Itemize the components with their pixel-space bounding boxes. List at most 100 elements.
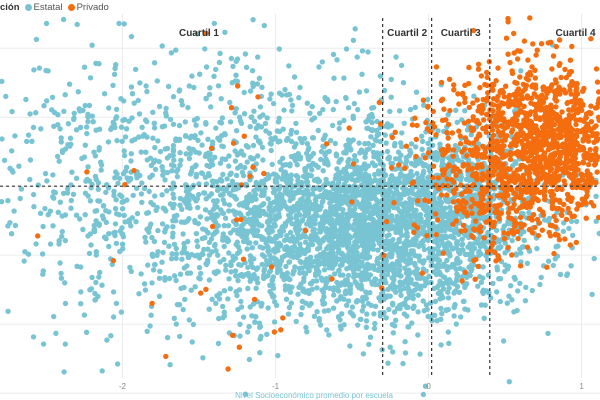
point-estatal bbox=[58, 135, 64, 141]
point-estatal bbox=[250, 142, 257, 149]
point-estatal bbox=[226, 208, 232, 214]
point-estatal bbox=[373, 203, 380, 210]
point-estatal bbox=[352, 279, 358, 285]
point-estatal bbox=[136, 291, 142, 297]
point-estatal bbox=[360, 351, 367, 357]
point-estatal bbox=[27, 111, 33, 117]
point-estatal bbox=[146, 225, 153, 231]
point-estatal bbox=[80, 226, 86, 233]
point-privado bbox=[521, 38, 528, 44]
point-estatal bbox=[161, 239, 168, 246]
point-estatal bbox=[139, 180, 145, 186]
point-estatal bbox=[419, 179, 426, 185]
point-estatal bbox=[334, 166, 340, 172]
point-estatal bbox=[407, 251, 413, 257]
point-estatal bbox=[271, 319, 278, 325]
point-estatal bbox=[118, 309, 125, 315]
point-estatal bbox=[232, 148, 238, 154]
point-estatal bbox=[148, 312, 154, 318]
point-estatal bbox=[39, 251, 46, 257]
point-estatal bbox=[411, 281, 418, 287]
point-estatal bbox=[154, 78, 160, 84]
point-privado bbox=[551, 213, 557, 220]
point-estatal bbox=[326, 190, 332, 196]
point-estatal bbox=[395, 149, 402, 155]
point-estatal bbox=[291, 74, 298, 80]
point-estatal bbox=[386, 224, 392, 231]
point-estatal bbox=[282, 86, 288, 93]
point-estatal bbox=[225, 223, 232, 229]
point-estatal bbox=[410, 213, 417, 220]
point-estatal bbox=[344, 277, 350, 283]
point-estatal bbox=[311, 115, 318, 121]
point-privado bbox=[535, 197, 541, 204]
point-estatal bbox=[249, 114, 255, 120]
point-estatal bbox=[181, 240, 187, 247]
point-privado bbox=[546, 87, 552, 93]
point-estatal bbox=[448, 226, 454, 233]
point-estatal bbox=[440, 295, 446, 301]
point-estatal bbox=[326, 217, 333, 223]
point-estatal bbox=[230, 257, 236, 263]
point-estatal bbox=[176, 122, 183, 129]
point-estatal bbox=[304, 329, 310, 335]
point-estatal bbox=[409, 320, 415, 326]
point-estatal bbox=[77, 124, 84, 131]
point-estatal bbox=[249, 313, 255, 319]
point-estatal bbox=[331, 211, 337, 217]
point-estatal bbox=[420, 298, 426, 304]
point-estatal bbox=[363, 253, 370, 260]
point-estatal bbox=[111, 188, 117, 194]
legend-item-estatal[interactable]: Estatal bbox=[24, 2, 63, 13]
point-privado bbox=[588, 36, 594, 42]
point-estatal bbox=[380, 211, 386, 217]
point-estatal bbox=[268, 141, 274, 147]
point-estatal bbox=[568, 218, 575, 224]
point-estatal bbox=[269, 277, 275, 283]
point-estatal bbox=[375, 209, 381, 215]
point-estatal bbox=[439, 281, 446, 288]
point-estatal bbox=[342, 166, 349, 172]
point-estatal bbox=[250, 83, 256, 90]
point-estatal bbox=[469, 262, 475, 269]
point-privado bbox=[539, 227, 545, 233]
point-estatal bbox=[462, 282, 469, 288]
point-estatal bbox=[251, 222, 257, 228]
point-estatal bbox=[257, 336, 263, 342]
point-estatal bbox=[241, 152, 247, 158]
point-estatal bbox=[209, 249, 215, 255]
point-estatal bbox=[144, 328, 150, 334]
point-estatal bbox=[444, 267, 450, 273]
point-estatal bbox=[197, 214, 204, 220]
point-estatal bbox=[302, 168, 308, 174]
point-estatal bbox=[310, 278, 316, 284]
point-estatal bbox=[116, 20, 122, 27]
point-estatal bbox=[169, 168, 175, 174]
point-estatal bbox=[167, 362, 173, 368]
point-estatal bbox=[419, 186, 426, 192]
point-estatal bbox=[177, 202, 183, 208]
point-estatal bbox=[3, 93, 9, 100]
point-estatal bbox=[373, 127, 380, 134]
point-estatal bbox=[201, 190, 208, 196]
point-estatal bbox=[30, 124, 37, 131]
point-estatal bbox=[434, 265, 440, 271]
point-estatal bbox=[421, 168, 427, 175]
point-estatal bbox=[266, 204, 272, 210]
point-estatal bbox=[320, 168, 326, 174]
legend-item-privado[interactable]: Privado bbox=[67, 2, 109, 13]
point-estatal bbox=[513, 160, 519, 167]
point-estatal bbox=[263, 237, 269, 244]
point-estatal bbox=[374, 187, 381, 193]
point-estatal bbox=[339, 257, 345, 264]
point-estatal bbox=[407, 195, 413, 202]
point-estatal bbox=[229, 80, 235, 86]
point-estatal bbox=[394, 205, 401, 212]
point-estatal bbox=[319, 219, 325, 226]
point-estatal bbox=[596, 230, 600, 237]
point-estatal bbox=[69, 169, 75, 175]
point-estatal bbox=[297, 212, 303, 218]
point-estatal bbox=[193, 149, 199, 155]
point-estatal bbox=[226, 202, 232, 208]
point-estatal bbox=[511, 309, 517, 315]
